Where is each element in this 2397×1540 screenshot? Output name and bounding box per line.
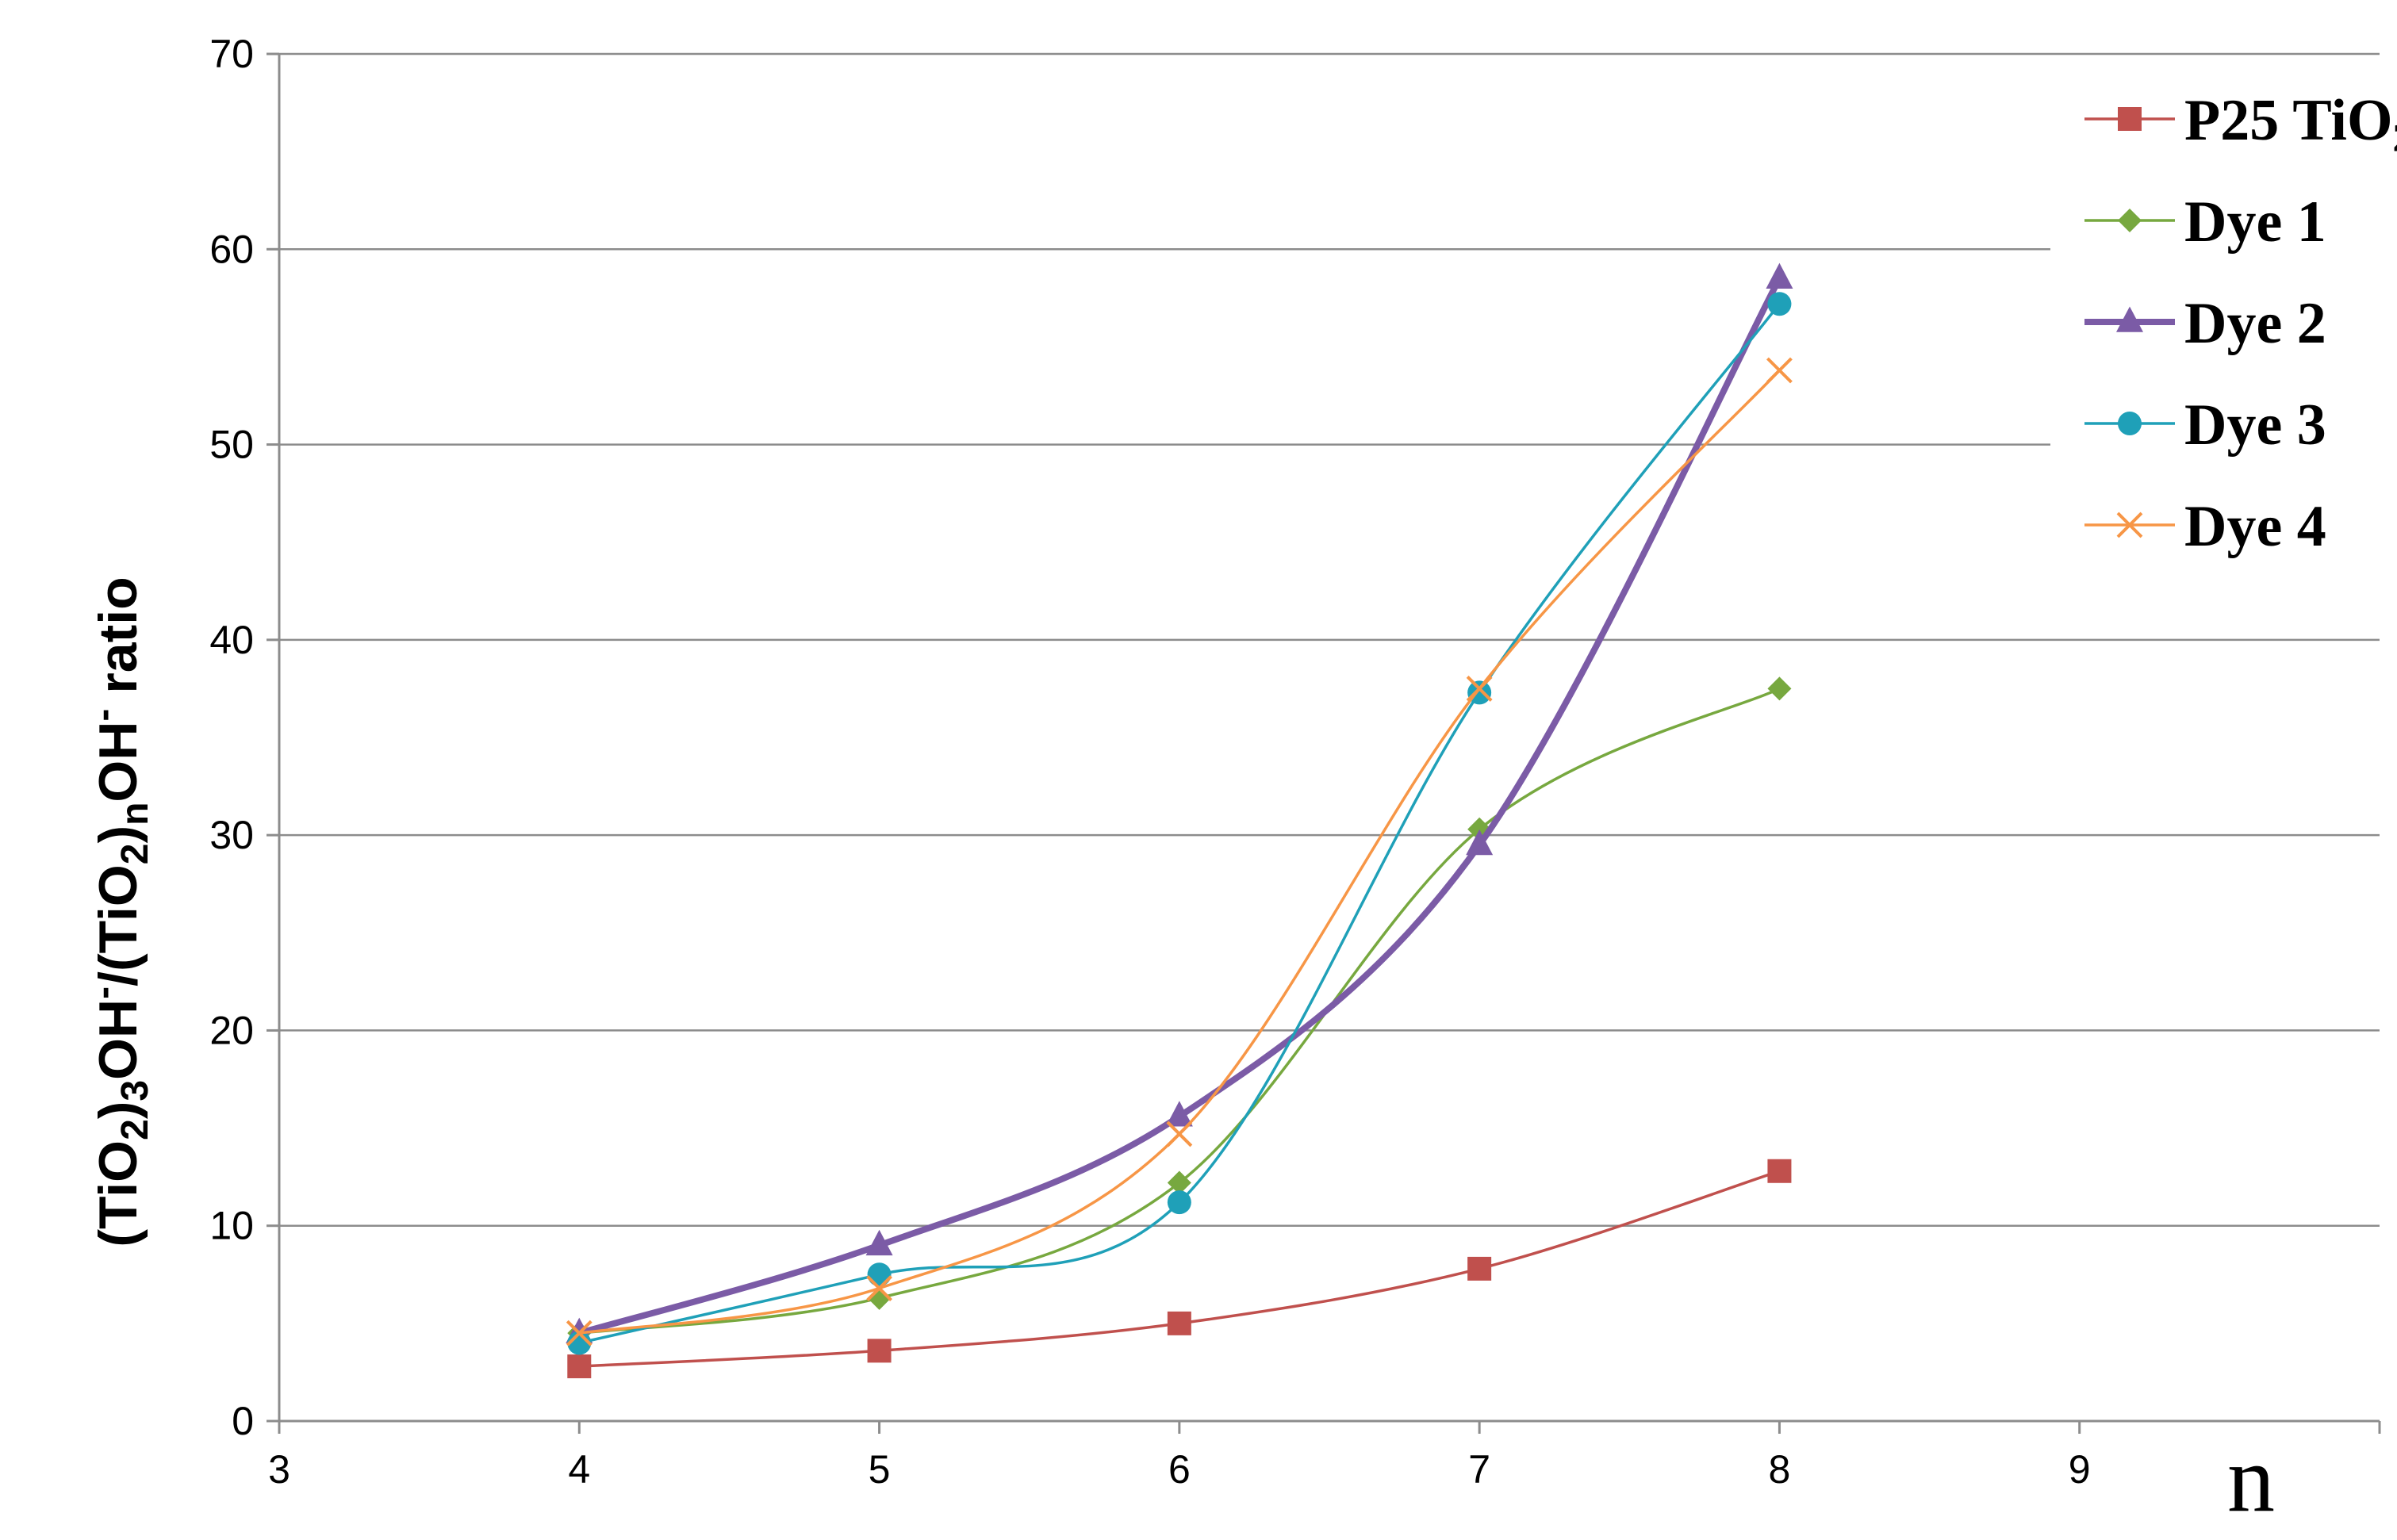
y-label-part: /(TiO	[88, 864, 148, 986]
x-marker-stroke	[566, 1320, 593, 1347]
data-point	[1467, 1256, 1492, 1281]
data-point	[567, 1354, 592, 1379]
x-tick-label: 8	[1769, 1447, 1791, 1492]
x-marker-stroke	[1166, 1121, 1193, 1147]
y-label-sub: 2	[114, 1119, 156, 1140]
series-1	[567, 1159, 1792, 1379]
legend-label: Dye 3	[2184, 393, 2326, 458]
series-group	[566, 262, 1793, 1379]
series-line	[579, 687, 1781, 1335]
data-point	[1466, 829, 1494, 856]
data-point	[1766, 262, 1793, 289]
x-tick-label: 9	[2069, 1447, 2091, 1492]
y-label-part: (TiO	[88, 1140, 148, 1247]
y-tick-label: 30	[209, 813, 254, 857]
y-label-part: OH	[88, 999, 148, 1080]
y-label-sub: n	[114, 803, 156, 826]
legend-item-2: Dye 1	[2084, 190, 2326, 255]
y-tick-label: 50	[209, 423, 254, 467]
x-tick-label: 4	[568, 1447, 590, 1492]
y-tick-label: 40	[209, 618, 254, 662]
y-tick-label: 20	[209, 1008, 254, 1052]
data-point	[1167, 1311, 1191, 1335]
legend-item-3: Dye 2	[2084, 291, 2326, 356]
series-5	[566, 357, 1793, 1347]
series-2	[567, 676, 1792, 1346]
x-marker-stroke	[2116, 511, 2143, 538]
data-point	[2118, 412, 2142, 435]
series-line	[579, 369, 1781, 1335]
x-marker-stroke	[1766, 357, 1793, 384]
legend-label: Dye 2	[2184, 291, 2326, 356]
legend-item-5: Dye 4	[2084, 494, 2326, 559]
y-label-part: )	[88, 1101, 148, 1120]
legend-label: Dye 4	[2184, 494, 2326, 559]
legend-item-4: Dye 3	[2084, 393, 2326, 458]
data-point	[867, 1262, 892, 1287]
data-point	[2118, 209, 2142, 232]
data-point	[2116, 511, 2143, 538]
x-tick-label: 6	[1168, 1447, 1191, 1492]
data-point	[865, 1229, 893, 1256]
legend: P25 TiO2 Dye 1 Dye 2 Dye 3 Dye 4	[2050, 75, 2397, 567]
data-point	[867, 1339, 892, 1363]
x-tick-label: 7	[1468, 1447, 1490, 1492]
y-axis-label: (TiO2)3OH-/(TiO2)nOH- ratio	[82, 577, 156, 1247]
data-point	[1466, 676, 1493, 702]
y-label-sub: 2	[114, 844, 156, 865]
data-point	[1767, 1159, 1792, 1183]
x-tick-label: 3	[268, 1447, 290, 1492]
y-label-sub: 3	[114, 1080, 156, 1101]
series-line	[578, 303, 1781, 1345]
y-tick-label: 10	[209, 1204, 254, 1248]
data-point	[1767, 292, 1792, 316]
data-point	[1767, 676, 1792, 701]
series-4	[567, 292, 1792, 1355]
data-point	[1167, 1190, 1191, 1215]
data-point	[2116, 306, 2143, 332]
gridlines	[279, 52, 2380, 1227]
y-label-part: ratio	[88, 577, 148, 708]
data-point	[2118, 107, 2142, 131]
y-label-part: )	[88, 826, 148, 844]
x-tick-label: 5	[869, 1447, 891, 1492]
legend-item-1: P25 TiO2	[2084, 88, 2397, 159]
y-tick-label: 0	[232, 1399, 254, 1443]
x-axis-label: n	[2227, 1426, 2275, 1531]
data-point	[1166, 1121, 1193, 1147]
series-line	[578, 277, 1782, 1337]
y-label-sup: -	[82, 709, 125, 722]
data-point	[1165, 1101, 1193, 1127]
y-tick-label: 60	[209, 227, 254, 271]
x-tick-labels: 3 4 5 6 7 8 9	[268, 1447, 2091, 1492]
data-point	[866, 1275, 892, 1301]
y-tick-labels: 0 10 20 30 40 50 60 70	[209, 32, 254, 1443]
x-marker-stroke	[1466, 676, 1493, 702]
legend-label: P25 TiO2	[2184, 88, 2397, 159]
y-tick-label: 70	[209, 32, 254, 76]
data-point	[1167, 1170, 1191, 1195]
data-point	[1766, 357, 1793, 384]
x-marker-stroke	[866, 1275, 892, 1301]
y-label-part: OH	[88, 722, 148, 803]
y-label-sup: -	[82, 986, 125, 999]
axes	[267, 52, 2381, 1434]
legend-label: Dye 1	[2184, 190, 2326, 255]
data-point	[566, 1320, 593, 1347]
